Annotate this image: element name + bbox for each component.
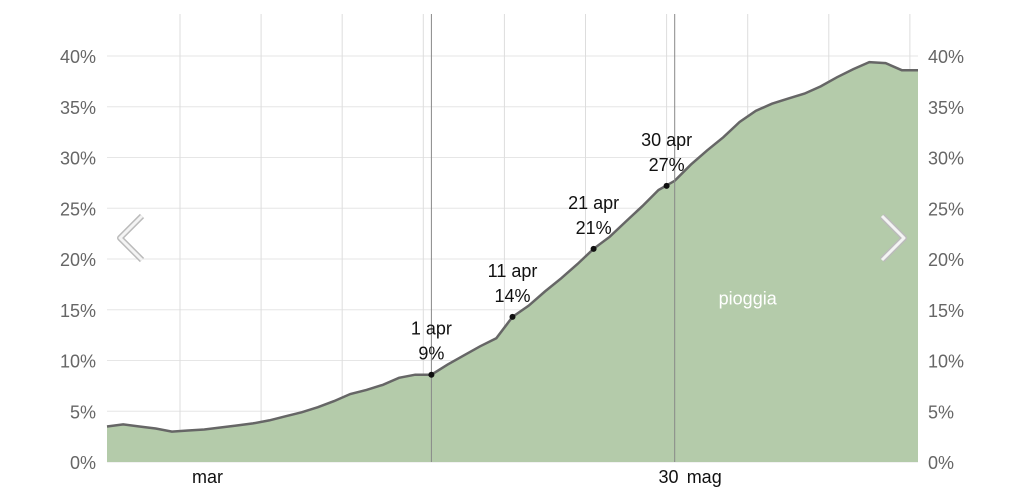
- x-tick-label: 30: [659, 467, 679, 487]
- y-axis-right: 0% 5% 10% 15% 20% 25% 30% 35% 40%: [928, 47, 964, 473]
- y-tick-label-right: 35%: [928, 98, 964, 118]
- annotation-point: [590, 245, 597, 252]
- annotation-date-label: 1 apr: [411, 319, 452, 339]
- series-label: pioggia: [719, 289, 778, 309]
- x-axis: mar 30 mag: [192, 467, 722, 487]
- chevron-left-icon[interactable]: [114, 212, 150, 264]
- annotation-value-label: 14%: [494, 286, 530, 306]
- annotation-date-label: 21 apr: [568, 193, 619, 213]
- annotation-value-label: 27%: [649, 155, 685, 175]
- y-tick-label-left: 0%: [70, 453, 96, 473]
- annotation-date-label: 11 apr: [488, 261, 538, 281]
- annotations: 1 apr 9% 11 apr 14% 21 apr 21% 30 apr 27%: [411, 130, 692, 378]
- y-tick-label-left: 35%: [60, 98, 96, 118]
- y-tick-label-right: 5%: [928, 402, 954, 422]
- annotation-date-label: 30 apr: [641, 130, 692, 150]
- y-tick-label-right: 10%: [928, 352, 964, 372]
- y-tick-label-left: 25%: [60, 199, 96, 219]
- y-tick-label-right: 30%: [928, 149, 964, 169]
- x-tick-label: mag: [687, 467, 722, 487]
- annotation-point: [509, 313, 516, 320]
- y-tick-label-left: 5%: [70, 402, 96, 422]
- annotation-point: [428, 371, 435, 378]
- y-tick-label-left: 40%: [60, 47, 96, 67]
- y-axis-left: 0% 5% 10% 15% 20% 25% 30% 35% 40%: [60, 47, 96, 473]
- y-tick-label-right: 25%: [928, 199, 964, 219]
- annotation-point: [663, 182, 670, 189]
- y-tick-label-right: 15%: [928, 301, 964, 321]
- x-tick-label: mar: [192, 467, 223, 487]
- y-tick-label-right: 40%: [928, 47, 964, 67]
- annotation-value-label: 9%: [418, 344, 444, 364]
- y-tick-label-left: 10%: [60, 352, 96, 372]
- vertical-markers: [430, 14, 676, 462]
- annotation-value-label: 21%: [576, 218, 612, 238]
- y-tick-label-left: 15%: [60, 301, 96, 321]
- series-area-pioggia: [107, 62, 918, 462]
- y-tick-label-right: 0%: [928, 453, 954, 473]
- y-tick-label-left: 20%: [60, 250, 96, 270]
- chevron-right-icon[interactable]: [874, 212, 910, 264]
- y-tick-label-right: 20%: [928, 250, 964, 270]
- y-tick-label-left: 30%: [60, 149, 96, 169]
